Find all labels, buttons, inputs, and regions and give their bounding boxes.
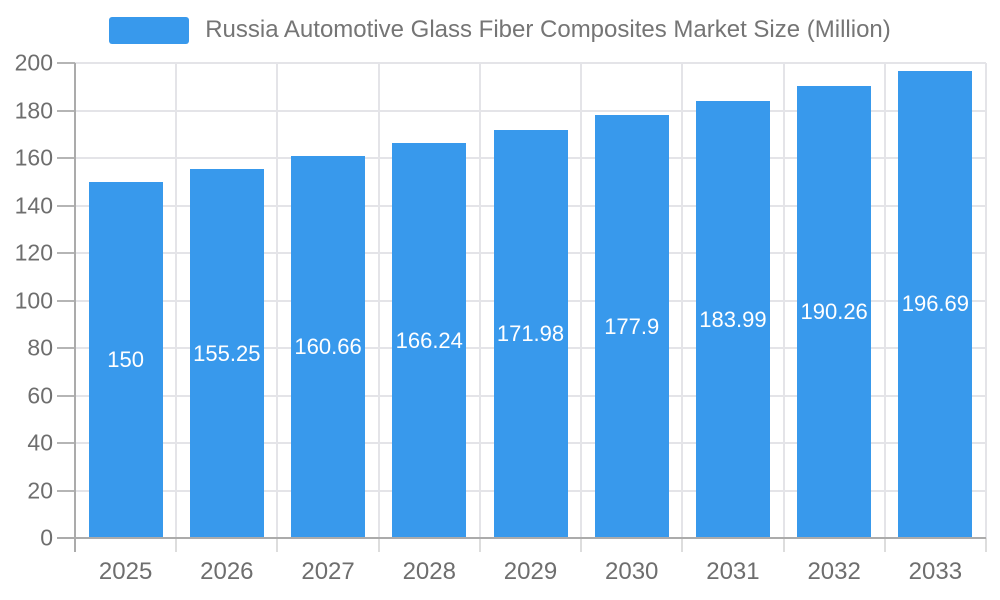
bar-value-label: 171.98: [496, 320, 565, 346]
v-gridline: [580, 63, 583, 538]
bar[interactable]: [898, 70, 973, 538]
bar-value-label: 190.26: [800, 299, 868, 325]
bar[interactable]: [189, 169, 264, 538]
h-gridline: [75, 62, 986, 64]
y-axis-tick: [57, 204, 75, 207]
x-axis-label: 2032: [807, 558, 861, 585]
y-axis-label: 180: [14, 97, 53, 123]
y-axis-tick: [57, 109, 75, 112]
y-axis-label: 20: [27, 477, 53, 503]
bar[interactable]: [493, 129, 568, 538]
y-axis-label: 160: [14, 144, 53, 171]
v-gridline: [681, 63, 684, 538]
v-gridline: [478, 63, 481, 538]
x-axis-tick: [478, 538, 481, 552]
y-axis-tick: [57, 157, 75, 159]
x-axis-line: [57, 537, 986, 539]
v-gridline: [985, 63, 987, 538]
y-axis-tick: [57, 62, 75, 64]
bar[interactable]: [88, 181, 163, 538]
v-gridline: [377, 63, 380, 538]
y-axis-label: 0: [40, 524, 53, 551]
x-axis-label: 2028: [402, 558, 456, 585]
y-axis-label: 200: [14, 49, 53, 76]
bar[interactable]: [594, 115, 669, 538]
v-gridline: [883, 63, 886, 538]
y-axis-label: 80: [27, 334, 53, 361]
legend-item[interactable]: Russia Automotive Glass Fiber Composites…: [0, 16, 1000, 44]
x-axis-label: 2025: [98, 558, 153, 585]
h-gridline: [75, 109, 986, 112]
x-axis-tick: [782, 538, 785, 552]
y-axis-tick: [57, 299, 75, 302]
y-axis-tick: [57, 394, 75, 397]
y-axis-line: [74, 63, 76, 552]
x-axis-tick: [681, 538, 684, 552]
bar-value-label: 196.69: [901, 291, 970, 317]
y-axis-label: 120: [14, 239, 53, 266]
x-axis-tick: [883, 538, 886, 552]
v-gridline: [782, 63, 785, 538]
x-axis-tick: [580, 538, 583, 552]
x-axis-tick: [377, 538, 380, 552]
y-axis-tick: [57, 442, 75, 444]
x-axis-label: 2033: [908, 558, 963, 585]
bar[interactable]: [695, 101, 770, 538]
y-axis-label: 40: [27, 429, 53, 456]
x-axis-label: 2031: [706, 558, 760, 585]
y-axis-tick: [57, 489, 75, 492]
y-axis-label: 100: [14, 287, 53, 313]
bar-value-label: 150: [107, 346, 144, 372]
legend-label: Russia Automotive Glass Fiber Composites…: [205, 16, 891, 43]
bar[interactable]: [291, 156, 366, 538]
x-axis-label: 2029: [503, 558, 558, 585]
bar-value-label: 160.66: [294, 334, 362, 360]
v-gridline: [175, 63, 178, 538]
v-gridline: [276, 63, 279, 538]
bar[interactable]: [392, 143, 467, 538]
x-axis-label: 2030: [605, 558, 659, 585]
legend-swatch: [109, 16, 190, 44]
y-axis-tick: [57, 347, 75, 349]
x-axis-label: 2026: [200, 558, 254, 585]
bar-value-label: 166.24: [395, 327, 463, 353]
y-axis-tick: [57, 252, 75, 254]
x-axis-label: 2027: [301, 558, 355, 585]
bar[interactable]: [797, 86, 872, 538]
x-axis-tick: [276, 538, 279, 552]
x-axis-tick: [175, 538, 178, 552]
bar-value-label: 155.25: [193, 340, 261, 366]
bar-value-label: 183.99: [699, 306, 767, 332]
bar-value-label: 177.9: [604, 313, 660, 339]
y-axis-label: 140: [14, 192, 53, 218]
x-axis-tick: [985, 538, 987, 552]
y-axis-label: 60: [27, 382, 53, 408]
